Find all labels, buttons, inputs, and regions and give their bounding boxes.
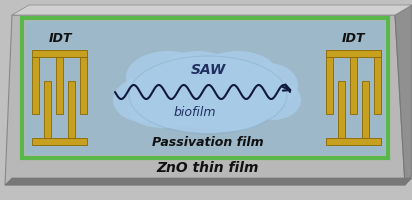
Bar (338, 81, 345, 138)
Text: SAW: SAW (190, 63, 226, 77)
Bar (68, 81, 75, 138)
Bar (56, 57, 63, 114)
Bar (326, 50, 381, 57)
Bar (32, 57, 39, 114)
Polygon shape (25, 21, 385, 155)
Ellipse shape (126, 51, 210, 103)
Ellipse shape (188, 95, 268, 131)
Ellipse shape (113, 78, 173, 122)
Text: IDT: IDT (48, 31, 72, 45)
Ellipse shape (130, 57, 286, 133)
Ellipse shape (245, 80, 301, 120)
Bar (32, 138, 87, 145)
Bar (350, 57, 357, 114)
Bar (32, 50, 87, 57)
Bar (44, 81, 51, 138)
Text: Passivation film: Passivation film (152, 136, 264, 150)
Text: biofilm: biofilm (174, 106, 216, 118)
Ellipse shape (128, 92, 198, 128)
Bar (326, 138, 381, 145)
Bar (374, 57, 381, 114)
Bar (326, 57, 333, 114)
Ellipse shape (160, 51, 236, 95)
Text: IDT: IDT (341, 31, 365, 45)
Ellipse shape (198, 51, 278, 99)
Ellipse shape (238, 63, 298, 107)
Polygon shape (5, 178, 412, 185)
Ellipse shape (163, 92, 253, 128)
Text: ZnO thin film: ZnO thin film (157, 161, 259, 175)
Polygon shape (5, 15, 405, 185)
Bar (362, 81, 369, 138)
Polygon shape (12, 5, 412, 15)
Polygon shape (395, 5, 412, 185)
Bar (80, 57, 87, 114)
